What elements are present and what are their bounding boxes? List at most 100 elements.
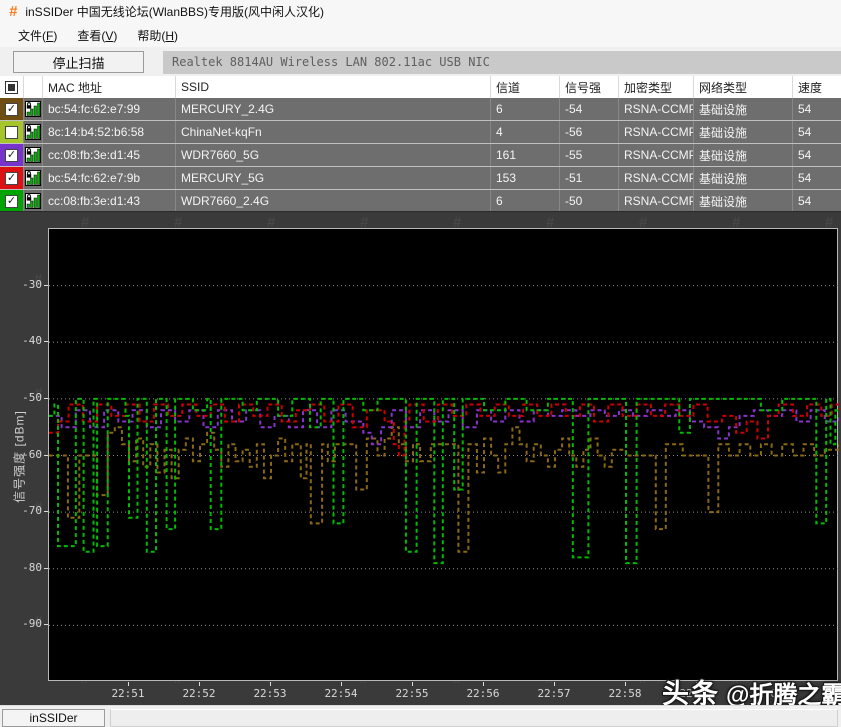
column-channel[interactable]: 信道 [491, 76, 560, 98]
toutiao-watermark: 头条 @折腾之霸 [662, 679, 841, 705]
row-checkbox-cell[interactable]: ✓ [0, 98, 24, 120]
row-channel: 4 [491, 121, 560, 143]
row-checkbox[interactable]: ✓ [5, 194, 18, 208]
menu-help[interactable]: 帮助(H) [137, 28, 179, 43]
row-security: RSNA-CCMP [619, 144, 694, 166]
row-network-type: 基础设施 [694, 167, 793, 189]
row-speed: 54 [798, 171, 812, 185]
x-tick-label: 22:51 [111, 687, 145, 700]
x-tick-label: 22:52 [182, 687, 216, 700]
y-tick-label: -50 [22, 391, 42, 404]
row-checkbox[interactable] [5, 125, 18, 139]
column-icon [24, 76, 43, 98]
select-all-checkbox[interactable] [0, 76, 24, 98]
table-row[interactable]: ✓ cc:08:fb:3e:d1:45 WDR7660_5G 161 -55 RSNA-C… [0, 144, 841, 167]
x-tick-label: 22:56 [466, 687, 500, 700]
row-checkbox[interactable]: ✓ [5, 171, 18, 185]
row-checkbox-cell[interactable]: ✓ [0, 144, 24, 166]
y-tick-label: -60 [22, 448, 42, 461]
x-tick-label: 22:59 [679, 687, 713, 700]
table-row[interactable]: 8c:14:b4:52:b6:58 ChinaNet-kqFn 4 -56 RSNA-C… [0, 121, 841, 144]
row-network-type: 基础设施 [694, 98, 793, 120]
row-security: RSNA-CCMP [619, 190, 694, 211]
signal-lock-icon [25, 193, 41, 209]
status-field [110, 709, 838, 727]
column-speed[interactable]: 速度 [798, 80, 823, 95]
toolbar: 停止扫描 Realtek 8814AU Wireless LAN 802.11a… [0, 47, 841, 76]
row-mac: 8c:14:b4:52:b6:58 [43, 121, 176, 143]
menu-view[interactable]: 查看(V) [77, 28, 118, 43]
x-tick-label: 23:01 [821, 687, 841, 700]
signal-lock-icon [25, 101, 41, 117]
row-network-type: 基础设施 [694, 144, 793, 166]
table-row[interactable]: ✓ cc:08:fb:3e:d1:43 WDR7660_2.4G 6 -50 RSNA-C… [0, 190, 841, 211]
row-icon-cell [24, 98, 43, 120]
x-tick-label: 22:54 [324, 687, 358, 700]
row-icon-cell [24, 190, 43, 211]
table-header: MAC 地址 SSID 信道 信号强 加密类型 网络类型 速度 [0, 76, 841, 98]
row-mac: cc:08:fb:3e:d1:45 [43, 144, 176, 166]
row-ssid: MERCURY_5G [176, 167, 491, 189]
adapter-name: Realtek 8814AU Wireless LAN 802.11ac USB… [163, 51, 841, 74]
menubar: 文件(F) 查看(V) 帮助(H) [0, 23, 841, 47]
statusbar: inSSIDer [0, 705, 841, 727]
signal-lines [49, 285, 839, 626]
column-network-type[interactable]: 网络类型 [694, 76, 793, 98]
row-checkbox-cell[interactable] [0, 121, 24, 143]
row-mac: bc:54:fc:62:e7:9b [43, 167, 176, 189]
table-row[interactable]: ✓ bc:54:fc:62:e7:99 MERCURY_2.4G 6 -54 RSNA-C… [0, 98, 841, 121]
row-security: RSNA-CCMP [619, 167, 694, 189]
x-tick-label: 22:53 [253, 687, 287, 700]
row-ssid: MERCURY_2.4G [176, 98, 491, 120]
x-tick-label: 23:00 [750, 687, 784, 700]
row-channel: 153 [491, 167, 560, 189]
row-ssid: ChinaNet-kqFn [176, 121, 491, 143]
row-ssid: WDR7660_5G [176, 144, 491, 166]
row-checkbox-cell[interactable]: ✓ [0, 190, 24, 211]
row-checkbox[interactable]: ✓ [5, 102, 18, 116]
y-tick-label: -90 [22, 617, 42, 630]
titlebar[interactable]: # inSSIDer 中国无线论坛(WlanBBS)专用版(风中闲人汉化) [0, 0, 841, 23]
signal-lock-icon [25, 147, 41, 163]
row-icon-cell [24, 121, 43, 143]
column-ssid[interactable]: SSID [176, 76, 491, 98]
x-tick-label: 22:58 [608, 687, 642, 700]
row-checkbox-cell[interactable]: ✓ [0, 167, 24, 189]
app-logo-icon: # [9, 3, 18, 20]
y-tick-label: -80 [22, 561, 42, 574]
y-tick-label: -40 [22, 334, 42, 347]
menu-file[interactable]: 文件(F) [18, 28, 58, 43]
row-rssi: -54 [560, 98, 619, 120]
x-tick-label: 22:55 [395, 687, 429, 700]
row-rssi: -56 [560, 121, 619, 143]
row-ssid: WDR7660_2.4G [176, 190, 491, 211]
table-row[interactable]: ✓ bc:54:fc:62:e7:9b MERCURY_5G 153 -51 RSNA-C… [0, 167, 841, 190]
signal-lock-icon [25, 124, 41, 140]
signal-chart: ########################################… [0, 212, 841, 705]
window-title: inSSIDer 中国无线论坛(WlanBBS)专用版(风中闲人汉化) [25, 5, 325, 19]
row-mac: bc:54:fc:62:e7:99 [43, 98, 176, 120]
network-table: MAC 地址 SSID 信道 信号强 加密类型 网络类型 速度 ✓ bc:54:f… [0, 76, 841, 212]
row-icon-cell [24, 144, 43, 166]
row-rssi: -50 [560, 190, 619, 211]
row-channel: 161 [491, 144, 560, 166]
row-mac: cc:08:fb:3e:d1:43 [43, 190, 176, 211]
row-speed: 54 [798, 148, 812, 162]
row-speed: 54 [798, 102, 812, 116]
row-speed: 54 [798, 125, 812, 139]
y-tick-label: -70 [22, 504, 42, 517]
row-security: RSNA-CCMP [619, 121, 694, 143]
row-network-type: 基础设施 [694, 121, 793, 143]
stop-scan-button[interactable]: 停止扫描 [13, 51, 144, 73]
row-checkbox[interactable]: ✓ [5, 148, 18, 162]
column-mac[interactable]: MAC 地址 [43, 76, 176, 98]
column-rssi[interactable]: 信号强 [560, 76, 619, 98]
row-speed: 54 [798, 194, 812, 208]
column-security[interactable]: 加密类型 [619, 76, 694, 98]
row-channel: 6 [491, 98, 560, 120]
row-rssi: -55 [560, 144, 619, 166]
row-channel: 6 [491, 190, 560, 211]
tab-inssider[interactable]: inSSIDer [2, 709, 105, 727]
row-network-type: 基础设施 [694, 190, 793, 211]
row-security: RSNA-CCMP [619, 98, 694, 120]
